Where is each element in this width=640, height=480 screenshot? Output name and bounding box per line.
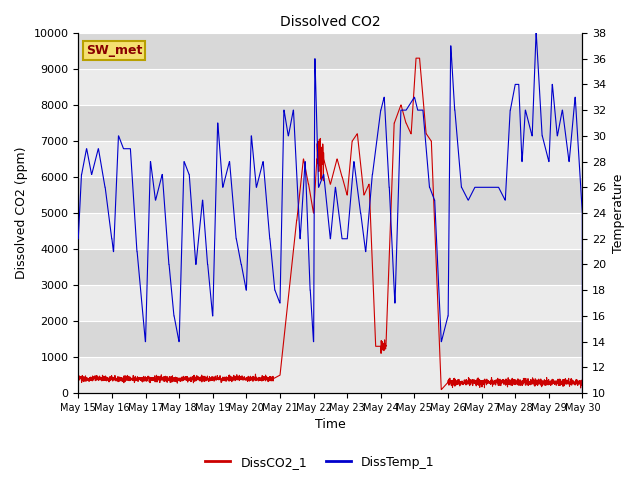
- Bar: [78, 33, 582, 69]
- Legend: DissCO2_1, DissTemp_1: DissCO2_1, DissTemp_1: [200, 451, 440, 474]
- Title: Dissolved CO2: Dissolved CO2: [280, 15, 381, 29]
- DissCO2_1: [290, 247, 298, 253]
- Bar: [78, 69, 582, 105]
- DissTemp_1: [132, 230, 140, 236]
- DissTemp_1: [515, 82, 522, 87]
- Bar: [78, 249, 582, 285]
- DissTemp_1: [74, 236, 82, 241]
- Bar: [78, 321, 582, 357]
- DissTemp_1: [569, 120, 577, 126]
- DissCO2_1: [74, 373, 82, 379]
- Bar: [78, 285, 582, 321]
- DissCO2_1: [437, 387, 445, 393]
- DissTemp_1: [290, 107, 298, 113]
- DissCO2_1: [132, 377, 140, 383]
- DissCO2_1: [162, 376, 170, 382]
- Text: SW_met: SW_met: [86, 44, 142, 57]
- DissCO2_1: [569, 379, 577, 385]
- DissTemp_1: [532, 30, 540, 36]
- Line: DissTemp_1: DissTemp_1: [78, 33, 582, 393]
- DissCO2_1: [579, 380, 586, 385]
- Y-axis label: Dissolved CO2 (ppm): Dissolved CO2 (ppm): [15, 147, 28, 279]
- Line: DissCO2_1: DissCO2_1: [78, 58, 582, 390]
- Bar: [78, 141, 582, 177]
- Bar: [78, 177, 582, 213]
- Bar: [78, 213, 582, 249]
- DissCO2_1: [412, 55, 420, 61]
- DissTemp_1: [268, 253, 275, 259]
- Bar: [78, 357, 582, 393]
- X-axis label: Time: Time: [315, 419, 346, 432]
- Y-axis label: Temperature: Temperature: [612, 173, 625, 253]
- DissTemp_1: [162, 218, 170, 224]
- DissTemp_1: [579, 390, 586, 396]
- DissCO2_1: [515, 377, 522, 383]
- DissCO2_1: [268, 376, 275, 382]
- Bar: [78, 105, 582, 141]
